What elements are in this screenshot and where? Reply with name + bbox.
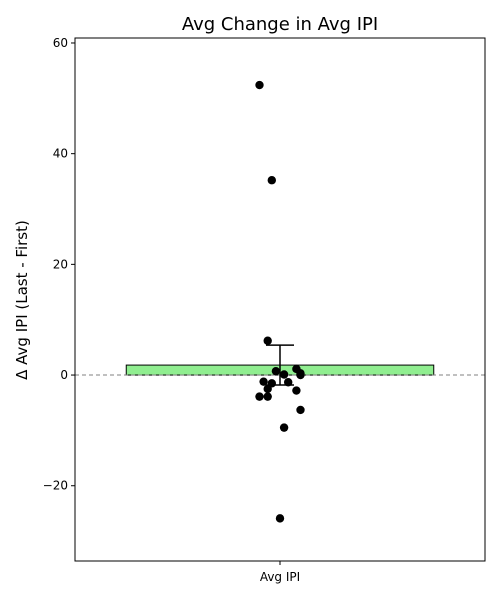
y-tick-label: 40 [53,147,68,161]
y-axis-title: Δ Avg IPI (Last - First) [13,220,31,380]
plot-area: −20 0 20 40 60 Avg IPI [43,36,485,584]
data-point [275,514,285,523]
y-tick-label: 20 [53,257,68,271]
data-point [259,377,268,386]
data-point [284,378,293,387]
x-tick-label: Avg IPI [260,570,300,584]
chart-title: Avg Change in Avg IPI [182,14,378,35]
y-tick-label: 60 [53,36,68,50]
data-point [263,384,272,394]
y-tick-label: 0 [60,368,68,382]
data-point [263,336,272,345]
y-tick-label: −20 [43,479,68,493]
data-point [292,386,301,395]
data-point [267,176,276,185]
plot-frame [74,37,486,562]
data-point [279,423,289,432]
data-point [296,405,305,415]
data-point [271,366,281,376]
data-point [255,80,264,90]
data-point [263,392,272,401]
data-point [296,370,305,380]
data-point [255,392,264,401]
data-point [279,370,289,379]
